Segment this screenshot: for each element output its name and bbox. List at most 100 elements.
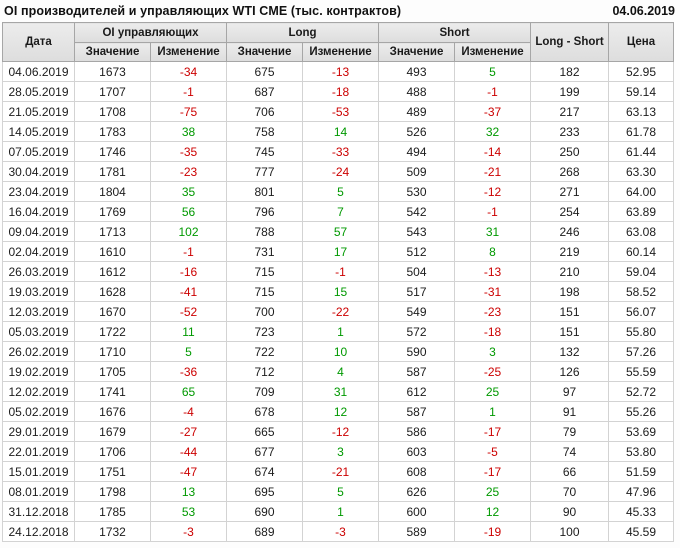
cell-long: 675 bbox=[226, 61, 303, 82]
cell-short-chg: -14 bbox=[454, 141, 532, 162]
cell-oi-chg: -4 bbox=[150, 401, 227, 422]
table-row: 26.02.2019 1710 5 722 10 590 3 132 57.26 bbox=[2, 341, 675, 362]
report-date: 04.06.2019 bbox=[612, 4, 675, 18]
cell-short: 489 bbox=[378, 101, 456, 122]
cell-short: 600 bbox=[378, 501, 456, 522]
cell-long: 745 bbox=[226, 141, 303, 162]
table-row: 16.04.2019 1769 56 796 7 542 -1 254 63.89 bbox=[2, 201, 675, 222]
table-row: 21.05.2019 1708 -75 706 -53 489 -37 217 63.13 bbox=[2, 101, 675, 122]
cell-date: 24.12.2018 bbox=[2, 521, 75, 542]
cell-date: 19.02.2019 bbox=[2, 361, 75, 382]
cell-long-short: 74 bbox=[530, 441, 610, 462]
table-row: 22.01.2019 1706 -44 677 3 603 -5 74 53.80 bbox=[2, 441, 675, 462]
cell-long-chg: 5 bbox=[301, 181, 380, 202]
cell-long-short: 91 bbox=[530, 401, 610, 422]
cell-long-short: 217 bbox=[530, 101, 610, 122]
col-header-short-change: Изменение bbox=[454, 42, 532, 62]
cell-long-short: 233 bbox=[530, 121, 610, 142]
cell-short: 587 bbox=[378, 361, 456, 382]
cell-date: 08.01.2019 bbox=[2, 481, 75, 502]
cell-short: 526 bbox=[378, 121, 456, 142]
cell-price: 59.14 bbox=[608, 81, 675, 102]
cell-long-short: 246 bbox=[530, 221, 610, 242]
cell-long: 777 bbox=[226, 161, 303, 182]
col-header-long-group: Long bbox=[225, 22, 380, 43]
cell-long: 715 bbox=[226, 261, 303, 282]
cell-short-chg: -25 bbox=[454, 361, 532, 382]
cell-oi: 1785 bbox=[74, 501, 151, 522]
cell-short-chg: -17 bbox=[454, 461, 532, 482]
cell-short-chg: 8 bbox=[454, 241, 532, 262]
cell-oi: 1610 bbox=[74, 241, 151, 262]
cell-oi: 1670 bbox=[74, 301, 151, 322]
cell-date: 04.06.2019 bbox=[2, 61, 75, 82]
cell-oi: 1708 bbox=[74, 101, 151, 122]
table-row: 31.12.2018 1785 53 690 1 600 12 90 45.33 bbox=[2, 501, 675, 522]
cell-oi-chg: 56 bbox=[150, 201, 227, 222]
cell-oi-chg: 102 bbox=[150, 221, 227, 242]
cell-short: 504 bbox=[378, 261, 456, 282]
cell-short-chg: -21 bbox=[454, 161, 532, 182]
cell-long-chg: 3 bbox=[301, 441, 380, 462]
cell-short-chg: 31 bbox=[454, 221, 532, 242]
title-bar: OI производителей и управляющих WTI CME … bbox=[0, 0, 680, 22]
cell-date: 26.03.2019 bbox=[2, 261, 75, 282]
cell-date: 29.01.2019 bbox=[2, 421, 75, 442]
cell-long-chg: -22 bbox=[301, 301, 380, 322]
table-row: 12.02.2019 1741 65 709 31 612 25 97 52.72 bbox=[2, 381, 675, 402]
cell-long-short: 254 bbox=[530, 201, 610, 222]
cell-long-chg: 31 bbox=[301, 381, 380, 402]
page-title: OI производителей и управляющих WTI CME … bbox=[4, 4, 402, 18]
cell-long-chg: 14 bbox=[301, 121, 380, 142]
cell-date: 15.01.2019 bbox=[2, 461, 75, 482]
table-row: 05.03.2019 1722 11 723 1 572 -18 151 55.80 bbox=[2, 321, 675, 342]
cell-date: 28.05.2019 bbox=[2, 81, 75, 102]
cell-short: 509 bbox=[378, 161, 456, 182]
col-header-date: Дата bbox=[2, 22, 75, 62]
cell-long: 689 bbox=[226, 521, 303, 542]
cell-short: 488 bbox=[378, 81, 456, 102]
table-row: 12.03.2019 1670 -52 700 -22 549 -23 151 56.07 bbox=[2, 301, 675, 322]
cell-date: 09.04.2019 bbox=[2, 221, 75, 242]
cell-short-chg: -37 bbox=[454, 101, 532, 122]
cell-oi: 1707 bbox=[74, 81, 151, 102]
cell-long-short: 198 bbox=[530, 281, 610, 302]
cell-long: 715 bbox=[226, 281, 303, 302]
cell-long: 722 bbox=[226, 341, 303, 362]
col-header-long-short: Long - Short bbox=[530, 22, 610, 62]
cell-short: 493 bbox=[378, 61, 456, 82]
cell-oi-chg: -44 bbox=[150, 441, 227, 462]
col-header-price: Цена bbox=[608, 22, 675, 62]
cell-long: 690 bbox=[226, 501, 303, 522]
cell-oi-chg: 65 bbox=[150, 381, 227, 402]
cell-price: 63.08 bbox=[608, 221, 675, 242]
cell-short-chg: -19 bbox=[454, 521, 532, 542]
cell-long-short: 126 bbox=[530, 361, 610, 382]
cell-short-chg: -5 bbox=[454, 441, 532, 462]
table-row: 15.01.2019 1751 -47 674 -21 608 -17 66 51.59 bbox=[2, 461, 675, 482]
cell-long-chg: 12 bbox=[301, 401, 380, 422]
cell-long-chg: 57 bbox=[301, 221, 380, 242]
cell-date: 14.05.2019 bbox=[2, 121, 75, 142]
cell-oi: 1751 bbox=[74, 461, 151, 482]
cell-price: 58.52 bbox=[608, 281, 675, 302]
cell-price: 59.04 bbox=[608, 261, 675, 282]
cell-long-chg: -12 bbox=[301, 421, 380, 442]
cell-long: 758 bbox=[226, 121, 303, 142]
cell-long-chg: 1 bbox=[301, 321, 380, 342]
table-row: 28.05.2019 1707 -1 687 -18 488 -1 199 59.14 bbox=[2, 81, 675, 102]
cell-price: 52.72 bbox=[608, 381, 675, 402]
cell-price: 55.26 bbox=[608, 401, 675, 422]
cell-long-chg: 1 bbox=[301, 501, 380, 522]
cell-short-chg: -23 bbox=[454, 301, 532, 322]
cell-long-chg: -24 bbox=[301, 161, 380, 182]
cell-long-chg: 7 bbox=[301, 201, 380, 222]
cell-long-chg: -33 bbox=[301, 141, 380, 162]
cell-oi-chg: -27 bbox=[150, 421, 227, 442]
cell-oi: 1741 bbox=[74, 381, 151, 402]
cell-short: 603 bbox=[378, 441, 456, 462]
cell-oi-chg: 53 bbox=[150, 501, 227, 522]
cell-date: 23.04.2019 bbox=[2, 181, 75, 202]
cell-oi-chg: 38 bbox=[150, 121, 227, 142]
cell-long: 796 bbox=[226, 201, 303, 222]
